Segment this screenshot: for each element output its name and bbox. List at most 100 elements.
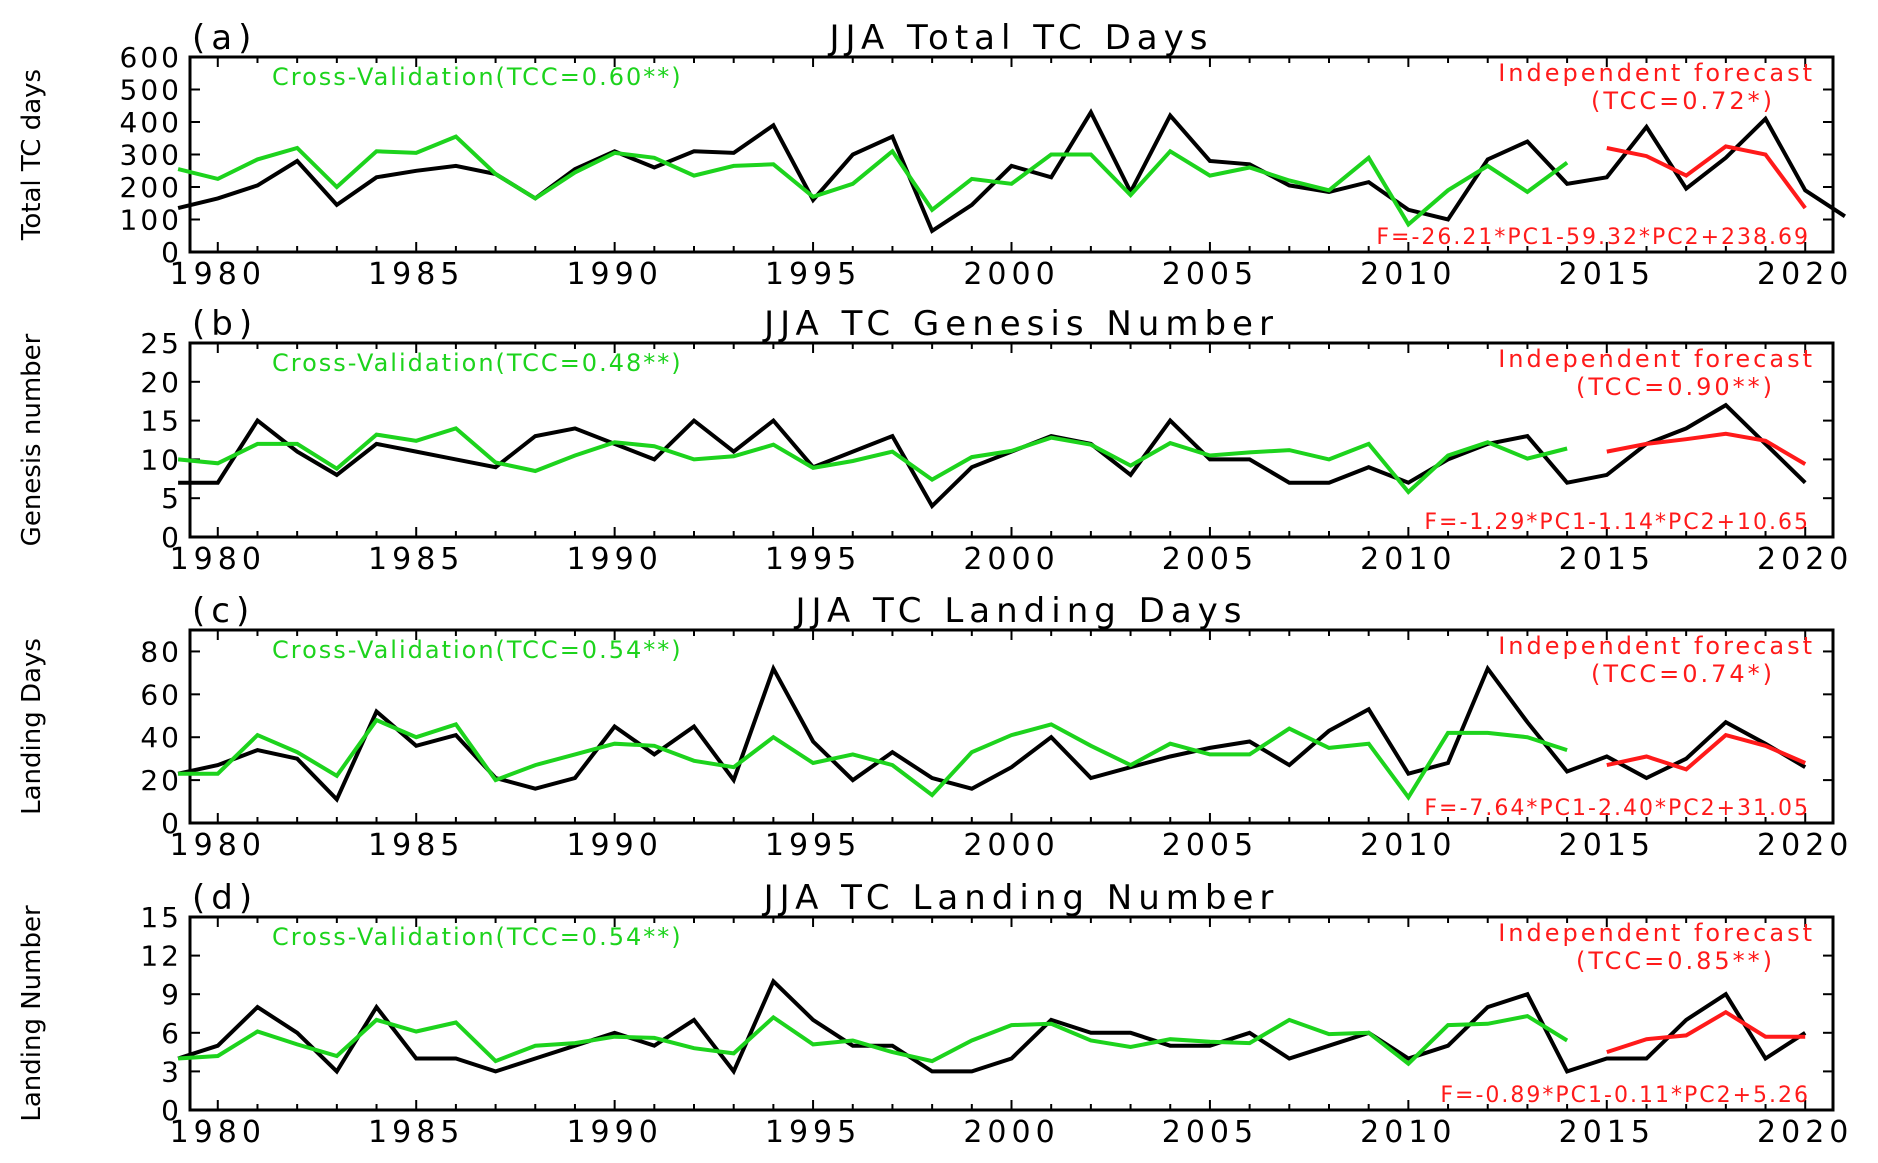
y-tick-label: 400 xyxy=(120,106,182,139)
x-tick-label: 1990 xyxy=(566,828,662,863)
forecast-line xyxy=(1606,1009,1806,1055)
x-tick-label: 2015 xyxy=(1559,542,1655,577)
x-tick-label: 1995 xyxy=(765,257,861,292)
cross-validation-label: Cross-Validation(TCC=0.54**) xyxy=(272,923,683,951)
forecast-label: Independent forecast xyxy=(1498,632,1815,660)
observed-line xyxy=(177,977,1807,1076)
y-tick-label: 20 xyxy=(140,366,182,399)
x-tick-label: 2005 xyxy=(1162,257,1258,292)
panel-label: (d) xyxy=(192,878,258,918)
x-tick-label: 1980 xyxy=(170,257,266,292)
forecast-tcc-label: (TCC=0.90**) xyxy=(1576,373,1775,401)
y-axis-label: Genesis number xyxy=(17,333,47,546)
x-tick-label: 2015 xyxy=(1559,828,1655,863)
x-tick-label: 2010 xyxy=(1360,542,1456,577)
y-tick-label: 15 xyxy=(140,405,182,438)
cross-validation-line xyxy=(177,426,1568,495)
y-tick-label: 10 xyxy=(140,443,182,476)
panel-label: (c) xyxy=(192,591,255,631)
panel-title: JJA TC Landing Number xyxy=(762,878,1280,918)
observed-line xyxy=(177,108,1846,234)
x-tick-label: 1980 xyxy=(170,828,266,863)
y-axis-label: Total TC days xyxy=(17,69,47,241)
panel-b: (b) JJA TC Genesis Number Genesis number 0 5… xyxy=(17,304,1853,577)
regression-equation: F=-1.29*PC1-1.14*PC2+10.65 xyxy=(1424,510,1810,535)
x-tick-label: 2015 xyxy=(1559,257,1655,292)
x-tick-label: 2020 xyxy=(1757,1115,1853,1150)
y-tick-label: 6 xyxy=(161,1017,182,1050)
y-tick-label: 0 xyxy=(161,521,182,554)
x-tick-label: 1990 xyxy=(566,257,662,292)
x-tick-label: 2010 xyxy=(1360,257,1456,292)
cross-validation-line xyxy=(177,134,1569,228)
panel-label: (a) xyxy=(192,18,257,58)
x-tick-label: 2010 xyxy=(1360,1115,1456,1150)
panel-d: (d) JJA TC Landing Number Landing Number 0 3… xyxy=(17,878,1853,1150)
y-tick-label: 600 xyxy=(120,41,182,74)
y-tick-label: 15 xyxy=(140,901,182,934)
y-axis-label: Landing Number xyxy=(17,905,47,1122)
y-tick-label: 300 xyxy=(120,139,182,172)
x-tick-label: 1985 xyxy=(368,542,464,577)
x-tick-label: 2000 xyxy=(963,542,1059,577)
x-tick-label: 2020 xyxy=(1757,542,1853,577)
y-tick-label: 500 xyxy=(120,74,182,107)
panel-title: JJA TC Landing Days xyxy=(794,591,1248,631)
y-tick-label: 0 xyxy=(161,807,182,840)
y-tick-label: 3 xyxy=(161,1055,182,1088)
forecast-label: Independent forecast xyxy=(1498,919,1815,947)
x-tick-label: 2010 xyxy=(1360,828,1456,863)
y-tick-label: 40 xyxy=(140,721,182,754)
forecast-label: Independent forecast xyxy=(1498,59,1815,87)
y-tick-label: 60 xyxy=(140,678,182,711)
forecast-label: Independent forecast xyxy=(1498,345,1815,373)
cross-validation-line xyxy=(177,1013,1569,1067)
x-tick-label: 1985 xyxy=(368,1115,464,1150)
regression-equation: F=-26.21*PC1-59.32*PC2+238.69 xyxy=(1376,225,1810,250)
forecast-line xyxy=(1606,431,1807,466)
x-tick-label: 1980 xyxy=(170,1115,266,1150)
x-tick-label: 2000 xyxy=(963,1115,1059,1150)
x-tick-label: 2005 xyxy=(1162,542,1258,577)
y-tick-label: 9 xyxy=(161,978,182,1011)
observed-line xyxy=(177,663,1807,803)
y-axis-label: Landing Days xyxy=(17,638,47,815)
x-tick-label: 1990 xyxy=(566,542,662,577)
y-tick-label: 80 xyxy=(140,635,182,668)
x-tick-label: 1985 xyxy=(368,257,464,292)
x-tick-label: 1980 xyxy=(170,542,266,577)
x-tick-label: 2000 xyxy=(963,257,1059,292)
y-tick-label: 25 xyxy=(140,327,182,360)
forecast-tcc-label: (TCC=0.72*) xyxy=(1591,87,1775,115)
forecast-tcc-label: (TCC=0.74*) xyxy=(1591,660,1775,688)
cross-validation-label: Cross-Validation(TCC=0.60**) xyxy=(272,63,683,91)
y-tick-label: 0 xyxy=(161,236,182,269)
x-tick-label: 1995 xyxy=(765,1115,861,1150)
x-tick-label: 1995 xyxy=(765,828,861,863)
x-tick-label: 2020 xyxy=(1757,257,1853,292)
x-tick-label: 1985 xyxy=(368,828,464,863)
x-tick-label: 2000 xyxy=(963,828,1059,863)
panel-title: JJA Total TC Days xyxy=(828,18,1214,58)
x-tick-label: 2005 xyxy=(1162,828,1258,863)
regression-equation: F=-7.64*PC1-2.40*PC2+31.05 xyxy=(1424,796,1810,821)
x-tick-label: 1995 xyxy=(765,542,861,577)
y-tick-label: 20 xyxy=(140,764,182,797)
y-tick-label: 12 xyxy=(140,940,182,973)
y-tick-label: 100 xyxy=(120,204,182,237)
x-tick-label: 2015 xyxy=(1559,1115,1655,1150)
forecast-tcc-label: (TCC=0.85**) xyxy=(1576,947,1775,975)
observed-line xyxy=(178,402,1807,510)
y-tick-label: 200 xyxy=(120,171,182,204)
regression-equation: F=-0.89*PC1-0.11*PC2+5.26 xyxy=(1440,1083,1810,1108)
panel-title: JJA TC Genesis Number xyxy=(762,304,1279,344)
x-tick-label: 2005 xyxy=(1162,1115,1258,1150)
forecast-line xyxy=(1606,732,1806,772)
forecast-line xyxy=(1606,144,1807,210)
cross-validation-line xyxy=(178,717,1568,801)
y-tick-label: 0 xyxy=(161,1094,182,1127)
x-tick-label: 1990 xyxy=(566,1115,662,1150)
